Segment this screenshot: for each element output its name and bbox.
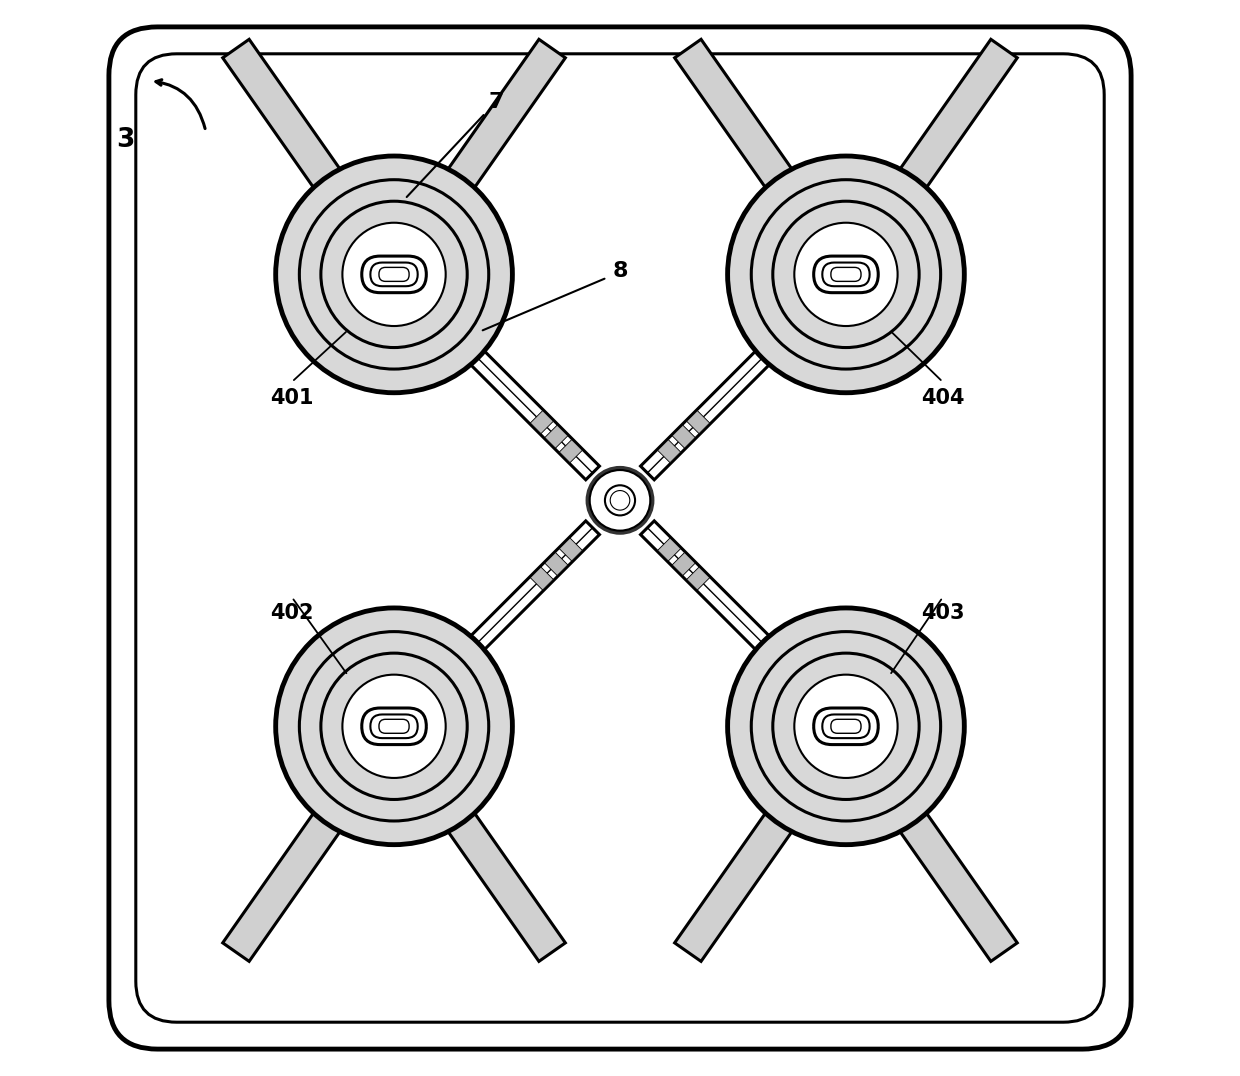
FancyBboxPatch shape [831, 719, 861, 734]
FancyBboxPatch shape [822, 263, 869, 286]
Circle shape [751, 632, 941, 821]
Circle shape [342, 223, 445, 326]
FancyBboxPatch shape [379, 268, 409, 281]
Polygon shape [465, 345, 599, 480]
Text: 7: 7 [489, 93, 503, 112]
FancyBboxPatch shape [822, 714, 869, 738]
Polygon shape [687, 411, 709, 434]
Polygon shape [544, 553, 568, 576]
Circle shape [299, 632, 489, 821]
Polygon shape [672, 553, 696, 576]
Polygon shape [443, 806, 565, 961]
Circle shape [321, 653, 467, 799]
Circle shape [751, 632, 941, 821]
FancyBboxPatch shape [371, 714, 418, 738]
Circle shape [728, 608, 965, 845]
Circle shape [773, 653, 919, 799]
FancyBboxPatch shape [109, 27, 1131, 1049]
Circle shape [605, 485, 635, 515]
Circle shape [590, 470, 650, 530]
Circle shape [321, 653, 467, 799]
Circle shape [342, 675, 445, 778]
FancyBboxPatch shape [813, 708, 878, 745]
Circle shape [773, 653, 919, 799]
Circle shape [585, 466, 655, 535]
Circle shape [795, 223, 898, 326]
Circle shape [299, 180, 489, 369]
Polygon shape [675, 40, 797, 195]
Polygon shape [223, 806, 345, 961]
Polygon shape [443, 40, 565, 195]
Polygon shape [559, 440, 583, 463]
Polygon shape [895, 40, 1017, 195]
Text: 402: 402 [270, 604, 314, 623]
Polygon shape [641, 521, 775, 655]
Circle shape [795, 675, 898, 778]
Circle shape [751, 180, 941, 369]
FancyBboxPatch shape [379, 719, 409, 734]
Text: 404: 404 [921, 388, 965, 408]
Polygon shape [544, 425, 568, 448]
Polygon shape [675, 806, 797, 961]
Polygon shape [559, 538, 583, 561]
Circle shape [728, 156, 965, 393]
Circle shape [275, 608, 512, 845]
Polygon shape [657, 538, 681, 561]
Circle shape [299, 632, 489, 821]
Circle shape [275, 156, 512, 393]
Polygon shape [465, 521, 599, 655]
Polygon shape [531, 567, 553, 590]
Polygon shape [531, 411, 553, 434]
Circle shape [751, 180, 941, 369]
Polygon shape [223, 40, 345, 195]
FancyBboxPatch shape [362, 708, 427, 745]
Polygon shape [687, 567, 709, 590]
FancyBboxPatch shape [831, 268, 861, 281]
Circle shape [299, 180, 489, 369]
Text: 401: 401 [270, 388, 314, 408]
Circle shape [321, 201, 467, 348]
Circle shape [321, 201, 467, 348]
Text: 403: 403 [921, 604, 965, 623]
Circle shape [773, 201, 919, 348]
Polygon shape [641, 345, 775, 480]
FancyBboxPatch shape [371, 263, 418, 286]
Polygon shape [895, 806, 1017, 961]
Circle shape [773, 201, 919, 348]
FancyBboxPatch shape [362, 256, 427, 293]
Polygon shape [672, 425, 696, 448]
Polygon shape [657, 440, 681, 463]
Text: 3: 3 [115, 127, 134, 153]
FancyBboxPatch shape [813, 256, 878, 293]
Text: 8: 8 [613, 261, 627, 281]
